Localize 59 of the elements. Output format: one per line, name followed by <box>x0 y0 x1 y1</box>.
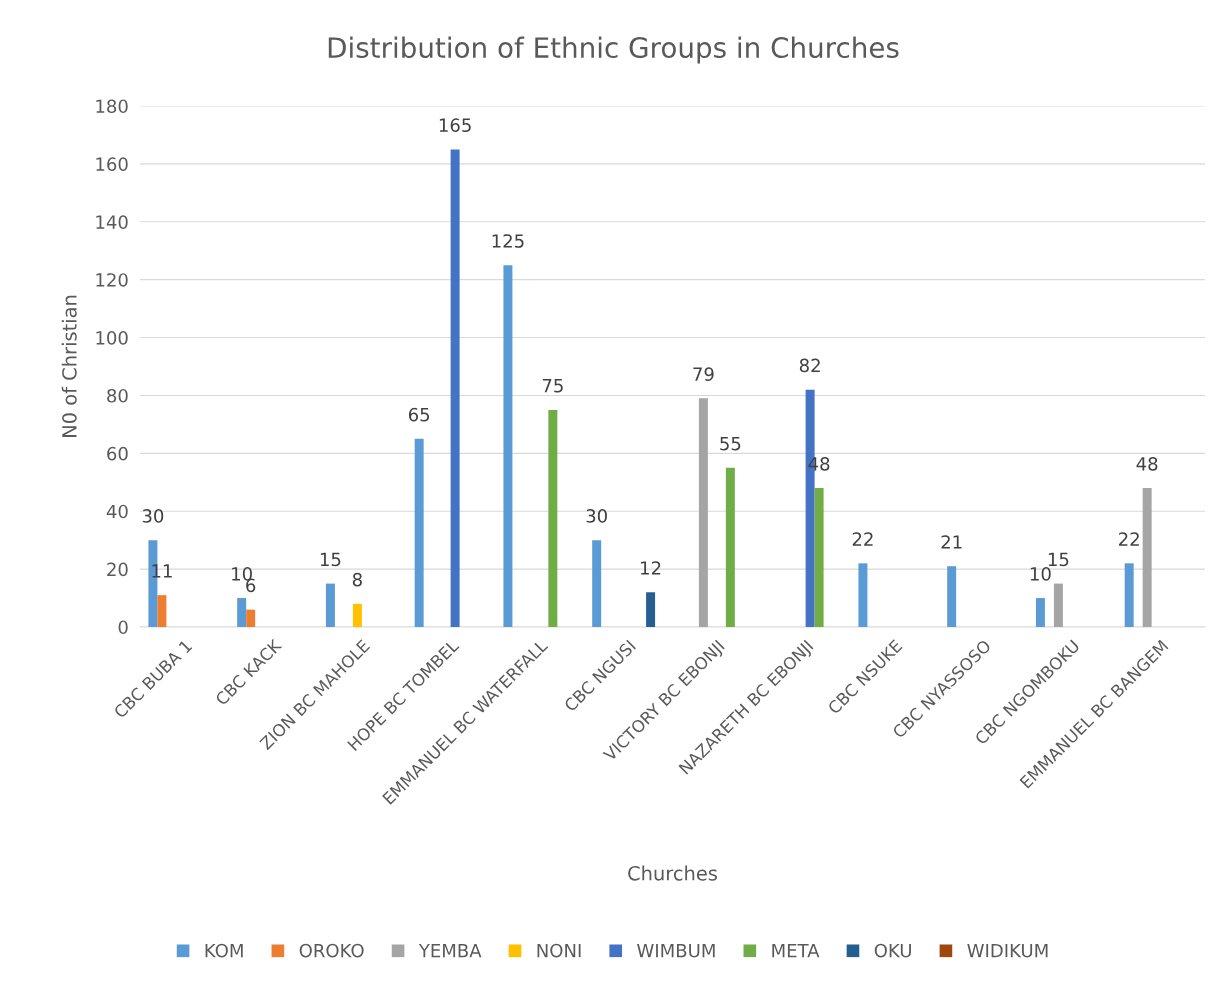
bar <box>325 583 335 627</box>
bar <box>1142 488 1152 627</box>
bar <box>414 438 424 627</box>
y-tick-label: 80 <box>107 388 128 403</box>
legend-label: OROKO <box>299 943 364 958</box>
bar <box>1035 598 1045 627</box>
legend-label: KOM <box>205 943 243 958</box>
bar <box>1053 583 1063 627</box>
bar <box>246 609 256 627</box>
bar <box>450 149 460 627</box>
data-label: 125 <box>492 234 524 248</box>
bar <box>548 409 558 627</box>
bar <box>725 467 735 627</box>
data-label: 65 <box>408 407 430 422</box>
y-tick-label: 160 <box>96 157 128 172</box>
data-label: 30 <box>586 509 607 523</box>
data-label: 55 <box>720 437 741 451</box>
legend-label: NONI <box>537 943 581 958</box>
y-tick-label: 60 <box>107 446 128 461</box>
bar <box>352 603 362 627</box>
bar <box>503 265 513 627</box>
bar <box>157 595 167 627</box>
y-axis-title: N0 of Christian <box>61 295 77 437</box>
bar <box>592 540 602 627</box>
data-label: 48 <box>1136 457 1158 471</box>
data-label: 30 <box>142 509 164 523</box>
data-label: 10 <box>1030 567 1051 581</box>
data-label: 8 <box>352 572 362 587</box>
bar <box>646 592 656 627</box>
y-tick-label: 120 <box>96 273 128 287</box>
y-tick-label: 100 <box>96 331 128 345</box>
y-tick-label: 140 <box>96 215 128 229</box>
data-label: 15 <box>320 552 341 567</box>
data-label: 79 <box>693 367 714 381</box>
y-tick-label: 40 <box>106 504 128 519</box>
bar <box>814 488 824 627</box>
chart-title: Distribution of Ethnic Groups in Churches <box>328 36 899 64</box>
data-label: 12 <box>641 561 661 575</box>
legend-label: WIDIKUM <box>967 943 1048 958</box>
data-label: 15 <box>1048 552 1069 567</box>
legend-label: WIMBUM <box>637 943 715 958</box>
x-axis-title: Churches <box>628 865 717 881</box>
legend-label: META <box>772 943 820 958</box>
legend-label: YEMBA <box>418 943 482 958</box>
data-label: 165 <box>439 118 471 133</box>
legend-label: OKU <box>874 943 911 958</box>
bar <box>1124 563 1134 627</box>
data-label: 22 <box>852 532 873 546</box>
data-label: 21 <box>941 535 962 549</box>
data-label: 22 <box>1119 532 1139 546</box>
y-tick-label: 0 <box>118 620 128 635</box>
bar <box>237 598 247 627</box>
bar <box>947 566 957 627</box>
data-label: 82 <box>799 358 820 373</box>
bar <box>858 563 868 627</box>
data-label: 75 <box>542 379 563 393</box>
y-tick-label: 180 <box>96 99 128 114</box>
y-tick-label: 20 <box>107 562 128 577</box>
bar <box>698 398 708 627</box>
